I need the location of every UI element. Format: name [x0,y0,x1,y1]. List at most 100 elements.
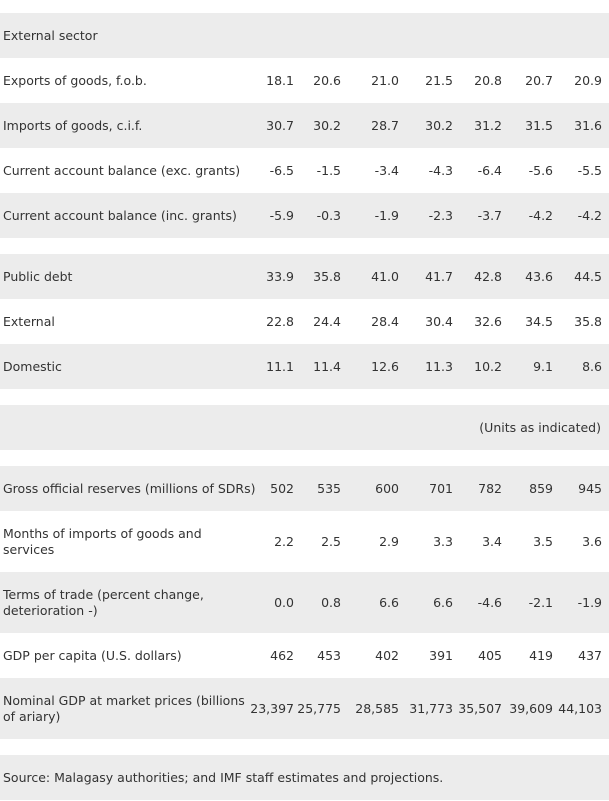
units-label: (Units as indicated) [479,420,601,435]
value-cell: 22.8 [266,314,294,329]
value-cell: 35,507 [458,701,502,716]
value-cell: 28.7 [371,118,399,133]
row-terms-of-trade: Terms of trade (percent change, deteriora… [0,572,609,633]
value-cell: 21.5 [425,73,453,88]
value-cell: 2.5 [321,534,341,549]
value-cell: 453 [317,648,341,663]
row-spacer [0,389,609,405]
row-label-line: External [3,313,55,329]
row-imports-of-goods: Imports of goods, c.i.f. 30.7 30.2 28.7 30.2… [0,103,609,148]
row-domestic-debt: Domestic 11.1 11.4 12.6 11.3 10.2 9.1 8.6 [0,344,609,389]
value-cell: 35.8 [313,269,341,284]
value-cell: 41.0 [371,269,399,284]
value-cell: 32.6 [474,314,502,329]
value-cell: 33.9 [266,269,294,284]
value-cell: -5.5 [577,163,602,178]
value-cell: -5.9 [269,208,294,223]
row-label-line: Gross official reserves (millions of SDR… [3,480,256,496]
value-cell: 30.7 [266,118,294,133]
row-label-line: Source: Malagasy authorities; and IMF st… [3,769,444,785]
row-label: GDP per capita (U.S. dollars) [3,648,182,664]
value-cell: 945 [578,481,602,496]
row-external-sector: External sector [0,13,609,58]
value-cell: 11.4 [313,359,341,374]
value-cell: 10.2 [474,359,502,374]
value-cell: 42.8 [474,269,502,284]
value-cell: 9.1 [533,359,553,374]
row-label: Terms of trade (percent change, deteriora… [3,587,204,619]
row-current-account-exc-grants: Current account balance (exc. grants) -6.… [0,148,609,193]
value-cell: -4.2 [528,208,553,223]
row-label: Domestic [3,359,62,375]
row-label-line: Current account balance (exc. grants) [3,162,241,178]
value-cell: 3.4 [482,534,502,549]
value-cell: 12.6 [371,359,399,374]
value-cell: -5.6 [528,163,553,178]
value-cell: 35.8 [574,314,602,329]
value-cell: 3.6 [582,534,602,549]
value-cell: 2.9 [379,534,399,549]
value-cell: -2.1 [528,595,553,610]
value-cell: 8.6 [582,359,602,374]
value-cell: 462 [270,648,294,663]
row-label-line: External sector [3,27,98,43]
value-cell: -4.2 [577,208,602,223]
row-nominal-gdp: Nominal GDP at market prices (billions of… [0,678,609,739]
value-cell: 2.2 [274,534,294,549]
value-cell: -3.7 [477,208,502,223]
value-cell: -1.5 [316,163,341,178]
row-label: External sector [3,28,98,44]
value-cell: 20.9 [574,73,602,88]
value-cell: 31.6 [574,118,602,133]
value-cell: 782 [478,481,502,496]
value-cell: 43.6 [525,269,553,284]
value-cell: 11.3 [425,359,453,374]
value-cell: -6.4 [477,163,502,178]
value-cell: 6.6 [379,595,399,610]
value-cell: 31,773 [409,701,453,716]
value-cell: 437 [578,648,602,663]
row-label-line: Months of imports of goods and [3,525,202,541]
row-label-line: services [3,541,55,557]
value-cell: 39,609 [509,701,553,716]
value-cell: 3.3 [433,534,453,549]
row-label: Months of imports of goods and services [3,526,202,558]
value-cell: 20.8 [474,73,502,88]
row-label: Nominal GDP at market prices (billions of… [3,693,245,725]
value-cell: 34.5 [525,314,553,329]
row-label-line: Nominal GDP at market prices (billions [3,692,245,708]
row-label: Current account balance (exc. grants) [3,163,240,179]
value-cell: 0.0 [274,595,294,610]
value-cell: 44.5 [574,269,602,284]
value-cell: 25,775 [297,701,341,716]
row-label-line: of ariary) [3,708,61,724]
value-cell: 859 [529,481,553,496]
row-label-line: Current account balance (inc. grants) [3,207,237,223]
value-cell: 28,585 [355,701,399,716]
value-cell: -3.4 [374,163,399,178]
row-label: Public debt [3,269,72,285]
value-cell: 20.6 [313,73,341,88]
value-cell: 6.6 [433,595,453,610]
row-label-line: deterioration -) [3,602,98,618]
value-cell: 41.7 [425,269,453,284]
value-cell: 44,103 [558,701,602,716]
row-months-of-imports: Months of imports of goods and services 2.… [0,511,609,572]
row-public-debt: Public debt 33.9 35.8 41.0 41.7 42.8 43.6 44.5 [0,254,609,299]
value-cell: -2.3 [428,208,453,223]
row-label: Gross official reserves (millions of SDR… [3,481,256,497]
value-cell: 0.8 [321,595,341,610]
value-cell: 405 [478,648,502,663]
row-label: Source: Malagasy authorities; and IMF st… [3,770,443,786]
value-cell: 391 [429,648,453,663]
value-cell: 701 [429,481,453,496]
value-cell: 20.7 [525,73,553,88]
value-cell: 31.2 [474,118,502,133]
value-cell: -4.3 [428,163,453,178]
row-label-line: Imports of goods, c.i.f. [3,117,143,133]
value-cell: 30.4 [425,314,453,329]
row-gdp-per-capita: GDP per capita (U.S. dollars) 462 453 402 39… [0,633,609,678]
value-cell: -0.3 [316,208,341,223]
row-source-note: Source: Malagasy authorities; and IMF st… [0,755,609,800]
